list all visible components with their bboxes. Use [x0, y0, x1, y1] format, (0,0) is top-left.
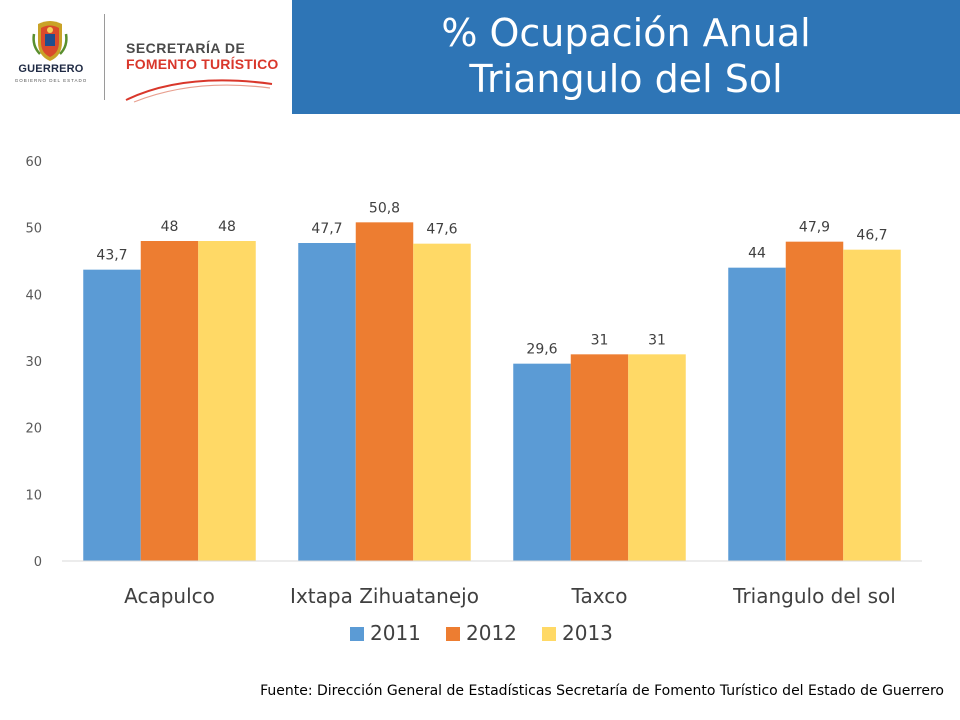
data-label: 48	[161, 219, 179, 235]
occupancy-chart: 0 10 20 30 40 50 60 43,7 48 48 Acapulco 47,7 50,8 47,…	[25, 155, 922, 645]
bar	[413, 243, 471, 561]
x-category-label: Ixtapa Zihuatanejo	[290, 584, 479, 608]
bar	[198, 241, 256, 561]
state-subtitle: GOBIERNO DEL ESTADO	[14, 78, 88, 83]
legend-label: 2013	[562, 621, 613, 645]
y-tick-label: 50	[25, 222, 42, 237]
y-tick-label: 20	[25, 422, 42, 437]
data-label: 31	[648, 332, 666, 348]
x-category-label: Triangulo del sol	[732, 584, 896, 608]
data-label: 29,6	[526, 342, 557, 358]
data-label: 47,7	[311, 221, 342, 237]
y-tick-label: 40	[25, 288, 42, 303]
y-tick-label: 60	[25, 155, 42, 170]
legend-swatch	[350, 627, 364, 641]
bar	[83, 269, 141, 561]
secretaria-line1: SECRETARÍA DE	[126, 40, 246, 56]
state-name: GUERRERO	[18, 63, 84, 75]
legend-swatch	[542, 627, 556, 641]
bar	[298, 243, 356, 561]
bar	[513, 363, 571, 561]
y-tick-label: 30	[25, 355, 42, 370]
page-title-line1: % Ocupación Anual	[441, 11, 811, 55]
bar	[785, 241, 844, 561]
data-label: 46,7	[856, 228, 887, 244]
data-label: 47,6	[426, 222, 457, 238]
bar	[570, 354, 629, 561]
logo-area: GUERRERO GOBIERNO DEL ESTADO SECRETARÍA …	[0, 0, 292, 114]
data-label: 47,9	[799, 220, 830, 236]
source-note: Fuente: Dirección General de Estadística…	[260, 683, 944, 699]
guerrero-seal-icon	[32, 21, 68, 61]
legend-swatch	[446, 627, 460, 641]
bar	[843, 249, 901, 561]
secretaria-line2: FOMENTO TURÍSTICO	[126, 56, 279, 72]
x-category-label: Taxco	[571, 584, 628, 608]
legend-label: 2011	[370, 621, 421, 645]
x-category-label: Acapulco	[124, 584, 215, 608]
data-label: 43,7	[96, 248, 127, 264]
data-label: 50,8	[369, 200, 400, 216]
data-label: 44	[748, 246, 766, 262]
y-tick-label: 10	[25, 488, 42, 503]
title-banner: % Ocupación Anual Triangulo del Sol	[292, 0, 960, 114]
bar	[728, 267, 786, 561]
swoosh-icon	[125, 79, 273, 103]
y-tick-label: 0	[34, 555, 42, 570]
data-label: 31	[591, 332, 609, 348]
bar	[628, 354, 686, 561]
legend-label: 2012	[466, 621, 517, 645]
bar	[355, 222, 414, 561]
bar	[140, 241, 199, 561]
logo-divider	[104, 14, 105, 100]
data-label: 48	[218, 219, 236, 235]
page-title-line2: Triangulo del Sol	[469, 57, 783, 101]
